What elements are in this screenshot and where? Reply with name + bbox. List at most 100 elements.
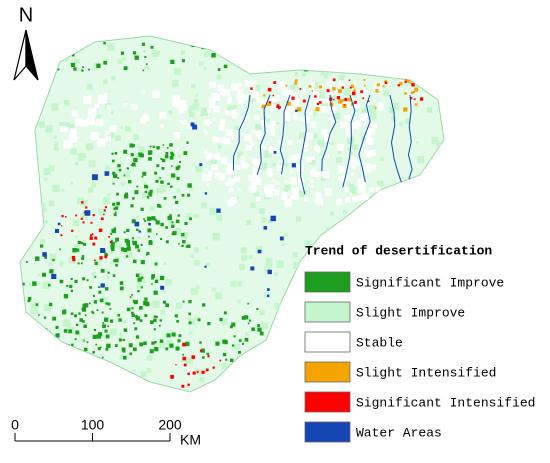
land-patch	[220, 157, 227, 164]
land-patch	[190, 122, 195, 127]
land-patch	[82, 277, 86, 281]
river	[321, 94, 337, 172]
land-patch	[235, 164, 241, 170]
land-patch	[93, 300, 98, 304]
land-patch	[200, 113, 204, 117]
land-patch	[40, 244, 44, 248]
land-patch	[117, 163, 121, 168]
land-patch	[122, 338, 125, 342]
land-patch	[233, 104, 238, 109]
land-patch	[250, 141, 255, 146]
land-patch	[41, 207, 47, 213]
land-patch	[257, 324, 261, 327]
river	[256, 94, 271, 175]
land-patch	[297, 107, 302, 112]
land-patch	[78, 312, 81, 315]
land-patch	[201, 109, 208, 116]
land-patch	[81, 255, 85, 258]
land-patch	[418, 47, 424, 53]
land-patch	[110, 241, 115, 246]
land-patch	[138, 378, 142, 382]
land-patch	[240, 160, 244, 164]
land-patch	[204, 265, 207, 268]
land-patch	[153, 318, 157, 323]
land-patch	[294, 71, 298, 76]
land-patch	[91, 233, 94, 236]
land-patch	[208, 170, 213, 175]
land-patch	[115, 135, 122, 142]
land-patch	[274, 272, 278, 276]
land-patch	[164, 333, 169, 338]
land-patch	[131, 307, 134, 310]
legend-label: Slight Improve	[356, 305, 465, 320]
land-patch	[167, 182, 170, 186]
land-patch	[132, 240, 135, 244]
land-patch	[107, 193, 111, 197]
land-patch	[288, 109, 291, 113]
land-patch	[49, 269, 54, 274]
land-patch	[190, 186, 194, 189]
land-patch	[138, 272, 142, 276]
land-patch	[347, 97, 352, 102]
land-patch	[225, 129, 233, 137]
land-patch	[352, 104, 357, 108]
land-patch	[20, 243, 25, 249]
land-patch	[245, 332, 249, 337]
land-patch	[171, 332, 176, 337]
land-patch	[223, 64, 228, 69]
land-patch	[34, 237, 38, 241]
land-patch	[188, 300, 192, 304]
land-patch	[370, 164, 377, 170]
land-patch	[363, 163, 371, 170]
land-patch	[88, 160, 96, 168]
land-patch	[171, 79, 179, 87]
land-patch	[216, 208, 221, 213]
land-patch	[276, 181, 280, 185]
land-patch	[264, 150, 272, 158]
land-patch	[88, 302, 91, 305]
land-patch	[20, 86, 28, 94]
land-patch	[220, 118, 226, 125]
land-patch	[70, 289, 74, 292]
land-patch	[182, 120, 187, 125]
land-patch	[337, 144, 344, 151]
land-patch	[216, 387, 220, 392]
land-patch	[210, 159, 218, 167]
land-patch	[426, 107, 433, 113]
land-patch	[315, 171, 321, 178]
land-patch	[270, 131, 276, 137]
land-patch	[201, 370, 205, 374]
land-patch	[106, 130, 115, 139]
land-patch	[332, 78, 336, 82]
land-patch	[182, 353, 185, 356]
land-patch	[142, 113, 150, 121]
land-patch	[48, 67, 52, 71]
land-patch	[159, 111, 167, 119]
land-patch	[285, 90, 293, 97]
land-patch	[113, 173, 118, 179]
land-patch	[251, 91, 259, 99]
land-patch	[120, 51, 125, 55]
land-patch	[209, 81, 216, 89]
land-patch	[256, 347, 262, 353]
land-patch	[60, 48, 64, 52]
land-patch	[143, 181, 147, 185]
land-patch	[26, 261, 28, 263]
land-patch	[30, 306, 39, 314]
land-patch	[73, 58, 80, 64]
land-patch	[314, 82, 322, 90]
land-patch	[126, 255, 129, 258]
land-patch	[177, 165, 181, 169]
land-patch	[123, 149, 128, 154]
land-patch	[195, 213, 200, 219]
land-patch	[170, 165, 173, 167]
land-patch	[375, 186, 381, 192]
land-patch	[290, 169, 294, 173]
land-patch	[124, 238, 129, 243]
land-patch	[264, 186, 271, 193]
land-patch	[135, 316, 140, 321]
land-patch	[73, 67, 77, 71]
land-patch	[24, 87, 31, 93]
land-patch	[153, 290, 158, 295]
land-patch	[154, 171, 158, 175]
